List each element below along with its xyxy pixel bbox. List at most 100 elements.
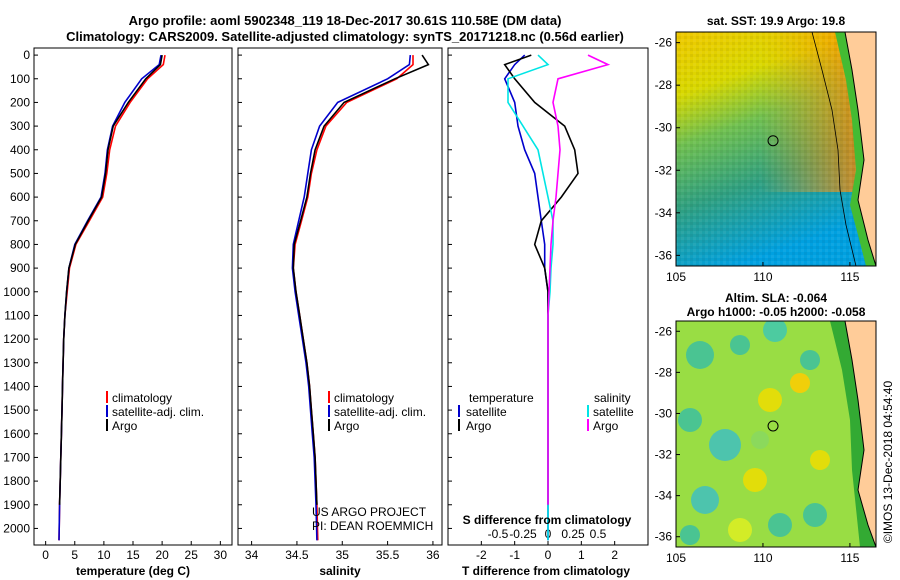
depth-tick-label: 100 bbox=[10, 72, 30, 86]
x-tick-label: 34.5 bbox=[285, 548, 309, 562]
sla-land bbox=[845, 321, 876, 547]
depth-tick-label: 2000 bbox=[3, 521, 30, 535]
x-tick-label: -1 bbox=[509, 548, 520, 562]
x-tick-label: -0.25 bbox=[509, 527, 537, 541]
sst-map bbox=[676, 32, 876, 266]
sla-map-title2: Argo h1000: -0.05 h2000: -0.058 bbox=[687, 305, 866, 319]
lon-tick-label: 110 bbox=[753, 270, 772, 284]
x-tick-label: 34 bbox=[245, 548, 259, 562]
salinity-legend: climatology satellite-adj. clim. Argo US… bbox=[312, 391, 433, 533]
lat-tick-label: -32 bbox=[655, 448, 673, 462]
sla-anomaly-blob bbox=[678, 408, 702, 432]
sla-anomalies bbox=[678, 321, 830, 545]
sst-texture bbox=[676, 32, 876, 266]
sla-anomaly-blob bbox=[686, 341, 714, 369]
lon-tick-label: 105 bbox=[666, 551, 686, 565]
depth-tick-label: 700 bbox=[10, 214, 30, 228]
legend-salinity-title: salinity bbox=[594, 391, 631, 405]
lon-tick-label: 115 bbox=[840, 551, 859, 565]
s-difference-title: S difference from climatology bbox=[463, 513, 632, 527]
temperature-legend: climatology satellite-adj. clim. Argo bbox=[106, 391, 204, 433]
imos-watermark: ©IMOS 13-Dec-2018 04:54:40 bbox=[881, 381, 895, 544]
lat-tick-label: -36 bbox=[655, 530, 673, 544]
x-tick-label: -0.5 bbox=[488, 527, 509, 541]
salinity-xlabel: salinity bbox=[319, 564, 361, 578]
legend-satellite-adj: satellite-adj. clim. bbox=[334, 405, 426, 419]
depth-tick-label: 400 bbox=[10, 143, 30, 157]
lat-tick-label: -34 bbox=[655, 489, 673, 503]
sla-anomaly-blob bbox=[758, 388, 782, 412]
sla-anomaly-blob bbox=[680, 525, 700, 545]
difference-series bbox=[503, 54, 611, 541]
sla-anomaly-blob bbox=[790, 373, 810, 393]
series-line-satellite-adj-clim- bbox=[291, 55, 412, 541]
sla-anomaly-blob bbox=[730, 335, 750, 355]
sla-argo-position bbox=[767, 420, 779, 432]
depth-tick-label: 0 bbox=[23, 48, 30, 62]
legend-satellite-adj: satellite-adj. clim. bbox=[112, 405, 204, 419]
x-tick-label: 0 bbox=[42, 548, 49, 562]
salinity-panel-frame bbox=[237, 47, 443, 546]
x-tick-label: 36 bbox=[426, 548, 440, 562]
lat-tick-label: -26 bbox=[655, 36, 673, 50]
depth-tick-label: 1000 bbox=[3, 285, 30, 299]
legend-temperature-title: temperature bbox=[469, 391, 534, 405]
x-tick-label: 0.25 bbox=[561, 527, 585, 541]
x-tick-label: -2 bbox=[476, 548, 487, 562]
sst-coastline bbox=[844, 32, 876, 266]
sla-anomaly-blob bbox=[709, 429, 741, 461]
depth-tick-label: 1300 bbox=[3, 356, 30, 370]
x-tick-label: 20 bbox=[155, 548, 169, 562]
salinity-x-axis: 34 34.5 35 35.5 36 bbox=[245, 541, 440, 562]
x-tick-label: 10 bbox=[97, 548, 111, 562]
x-tick-label: 35.5 bbox=[376, 548, 400, 562]
legend-argo: Argo bbox=[112, 419, 138, 433]
depth-tick-label: 500 bbox=[10, 166, 30, 180]
depth-tick-label: 1100 bbox=[4, 308, 30, 322]
depth-tick-label: 1700 bbox=[3, 450, 30, 464]
x-tick-label: 35 bbox=[336, 548, 350, 562]
sla-anomaly-blob bbox=[803, 503, 827, 527]
sst-map-frame bbox=[675, 31, 877, 267]
s-difference-x-axis: -0.5 -0.25 0 0.25 0.5 bbox=[488, 527, 607, 541]
lon-tick-label: 110 bbox=[753, 551, 772, 565]
temperature-x-axis: 0 5 10 15 20 25 30 bbox=[42, 541, 227, 562]
figure-title-line1: Argo profile: aoml 5902348_119 18-Dec-20… bbox=[129, 13, 562, 28]
series-line-argo bbox=[292, 54, 430, 505]
salinity-series bbox=[291, 54, 430, 541]
lat-tick-label: -30 bbox=[655, 406, 673, 420]
x-tick-label: 30 bbox=[214, 548, 228, 562]
depth-tick-label: 900 bbox=[10, 261, 30, 275]
difference-legend: temperature satellite Argo salinity sate… bbox=[458, 391, 634, 433]
lat-tick-label: -36 bbox=[655, 248, 673, 262]
sla-anomaly-blob bbox=[743, 468, 767, 492]
depth-tick-label: 200 bbox=[10, 95, 30, 109]
lon-tick-label: 105 bbox=[666, 270, 686, 284]
sst-map-axes: -26 -28 -30 -32 -34 -36 105 110 115 bbox=[655, 36, 860, 284]
x-tick-label: 0 bbox=[545, 548, 552, 562]
sla-anomaly-blob bbox=[751, 431, 769, 449]
lat-tick-label: -28 bbox=[655, 365, 673, 379]
series-line-argo bbox=[58, 54, 163, 505]
legend-sal-satellite: satellite bbox=[593, 405, 634, 419]
temperature-panel-frame bbox=[33, 47, 233, 546]
legend-climatology: climatology bbox=[334, 391, 394, 405]
legend-temp-satellite: satellite bbox=[466, 405, 507, 419]
sst-bathymetry bbox=[811, 32, 857, 266]
sla-anomaly-blob bbox=[768, 513, 792, 537]
x-tick-label: 1 bbox=[578, 548, 585, 562]
sla-map-frame bbox=[675, 320, 877, 548]
t-difference-x-axis: -2 -1 0 1 2 bbox=[476, 541, 618, 562]
x-tick-label: 2 bbox=[611, 548, 618, 562]
sla-anomaly-blob bbox=[763, 321, 787, 342]
legend-sal-argo: Argo bbox=[593, 419, 619, 433]
legend-temp-argo: Argo bbox=[466, 419, 492, 433]
legend-argo: Argo bbox=[334, 419, 360, 433]
depth-tick-label: 800 bbox=[10, 237, 30, 251]
temperature-series bbox=[58, 54, 166, 541]
credit-pi: PI: DEAN ROEMMICH bbox=[312, 519, 433, 533]
x-tick-label: 0.5 bbox=[590, 527, 607, 541]
lon-tick-label: 115 bbox=[840, 270, 859, 284]
sla-map bbox=[676, 321, 876, 547]
lat-tick-label: -26 bbox=[655, 324, 673, 338]
